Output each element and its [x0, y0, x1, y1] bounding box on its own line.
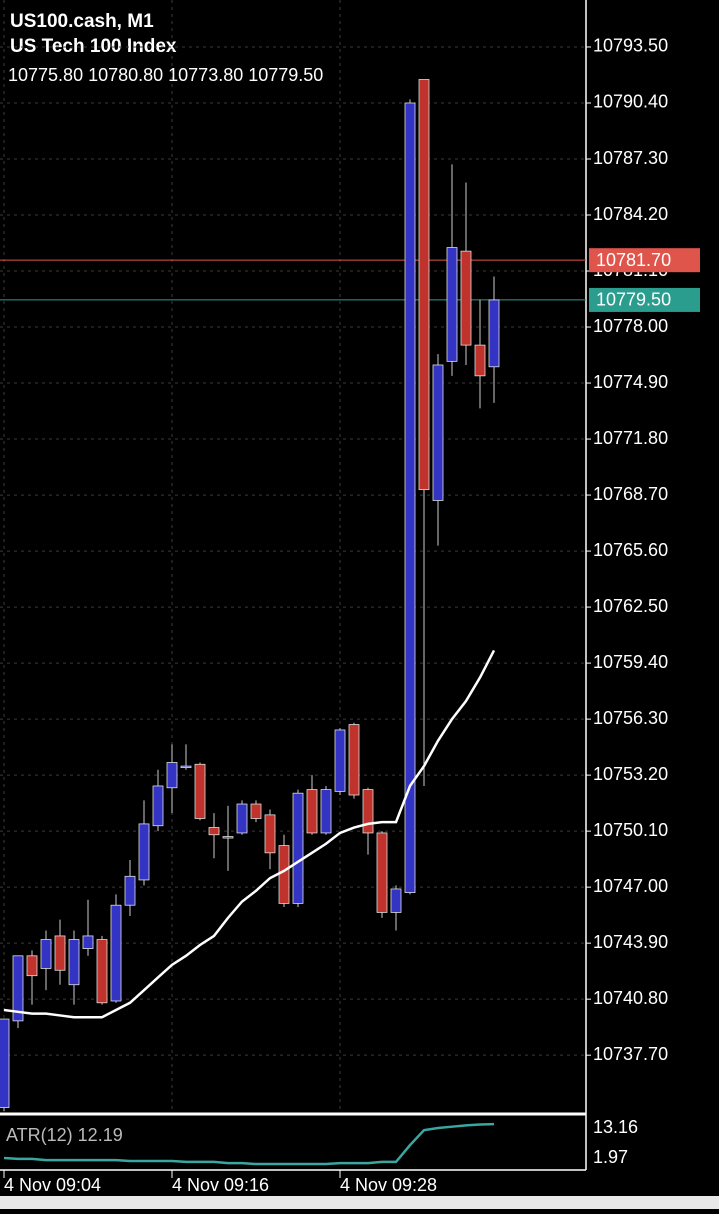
x-tick-label: 4 Nov 09:16 [172, 1175, 269, 1195]
y-tick-label: 10747.00 [593, 876, 668, 896]
atr-line [3, 1122, 495, 1166]
indicator-label: ATR(12) 12.19 [6, 1125, 123, 1145]
y-tick-label: 10787.30 [593, 148, 668, 168]
y-tick-label: 10762.50 [593, 596, 668, 616]
x-tick-label: 4 Nov 09:04 [4, 1175, 101, 1195]
candle-body [194, 763, 206, 819]
candle-body [446, 247, 458, 362]
y-tick-label: 10778.00 [593, 316, 668, 336]
candle-body [376, 832, 388, 913]
candle-body [96, 939, 108, 1004]
candle-body [362, 789, 374, 834]
candle-body [110, 904, 122, 1002]
y-tick-label: 10737.70 [593, 1044, 668, 1064]
y-tick-label: 10740.80 [593, 988, 668, 1008]
y-tick-label: 13.16 [593, 1117, 638, 1137]
candle-body [264, 814, 276, 854]
candle-body [82, 935, 94, 949]
candle-body [390, 888, 402, 913]
chart-title: US100.cash, M1 [10, 11, 154, 32]
ohlc-text: 10775.80 10780.80 10773.80 10779.50 [8, 65, 323, 85]
candle-body [306, 789, 318, 834]
y-tick-label: 10784.20 [593, 204, 668, 224]
candle-body [54, 935, 66, 971]
candle-body [320, 789, 332, 834]
bottom-strip [0, 1196, 719, 1209]
candle-body [68, 939, 80, 986]
y-tick-label: 10790.40 [593, 92, 668, 112]
candle-body [278, 845, 290, 904]
candle-body [418, 79, 430, 491]
candle-body [166, 762, 178, 789]
candle-body [208, 827, 220, 836]
candle-body [488, 299, 500, 368]
candle-body [348, 724, 360, 796]
candle-body [138, 823, 150, 881]
y-tick-label: 10756.30 [593, 708, 668, 728]
y-tick-label: 10759.40 [593, 652, 668, 672]
price-tag-label: 10781.70 [596, 250, 671, 270]
y-tick-label: 1.97 [593, 1147, 628, 1167]
candle-body [404, 102, 416, 893]
candle-body [0, 1018, 10, 1108]
y-tick-label: 10768.70 [593, 484, 668, 504]
y-tick-label: 10774.90 [593, 372, 668, 392]
price-tag [589, 287, 700, 312]
y-tick-label: 10765.60 [593, 540, 668, 560]
price-tag-label: 10779.50 [596, 290, 671, 310]
candle-body [250, 803, 262, 819]
candle-body [474, 344, 486, 377]
candle-body [432, 364, 444, 501]
candle-body [152, 785, 164, 827]
candle-body [334, 729, 346, 792]
candle-body [12, 955, 24, 1022]
candle-body [236, 803, 248, 834]
y-tick-label: 10753.20 [593, 764, 668, 784]
moving-average [3, 649, 496, 1019]
y-tick-label: 10771.80 [593, 428, 668, 448]
candle-body [40, 939, 52, 969]
y-tick-label: 10793.50 [593, 36, 668, 56]
candle-body [222, 836, 234, 839]
y-tick-label: 10743.90 [593, 932, 668, 952]
candle-body [124, 875, 136, 906]
candle-body [180, 765, 192, 768]
candle-body [460, 250, 472, 346]
candle-body [26, 955, 38, 977]
candle-body [292, 792, 304, 904]
y-tick-label: 10750.10 [593, 820, 668, 840]
price-tag [589, 248, 700, 273]
x-tick-label: 4 Nov 09:28 [340, 1175, 437, 1195]
